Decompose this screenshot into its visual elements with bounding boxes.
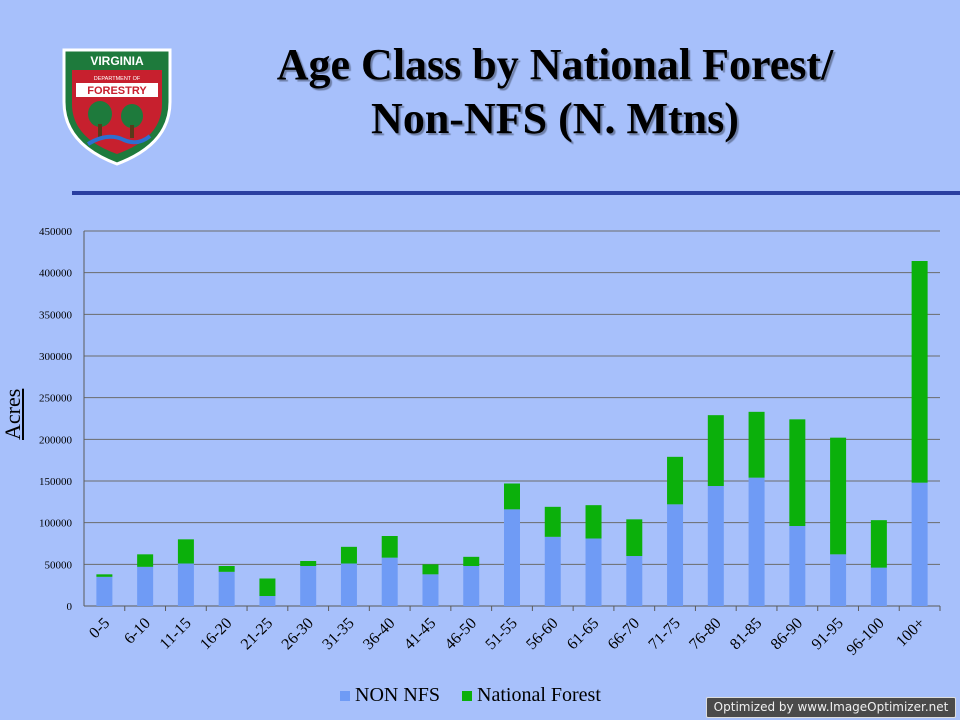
bar-national-forest — [177, 539, 194, 564]
title-divider — [72, 191, 960, 195]
y-tick-label: 100000 — [39, 518, 73, 530]
bar-non-nfs — [422, 574, 439, 606]
y-tick-label: 400000 — [39, 268, 73, 280]
y-tick-label: 250000 — [39, 393, 73, 405]
x-tick-label: 21-25 — [238, 615, 276, 653]
y-tick-label: 0 — [67, 601, 73, 613]
y-tick-label: 200000 — [39, 434, 73, 446]
bar-non-nfs — [748, 477, 765, 606]
bar-national-forest — [259, 578, 276, 596]
chart-legend: NON NFS National Forest — [340, 684, 623, 707]
bar-national-forest — [504, 483, 520, 510]
bar-national-forest — [707, 415, 724, 486]
y-tick-label: 50000 — [45, 559, 73, 571]
bar-national-forest — [870, 520, 887, 568]
bar-national-forest — [911, 261, 928, 483]
y-tick-label: 300000 — [39, 351, 73, 363]
bar-national-forest — [218, 566, 235, 572]
bar-non-nfs — [340, 563, 357, 606]
bar-non-nfs — [626, 556, 643, 606]
bar-non-nfs — [585, 538, 602, 606]
bar-non-nfs — [137, 566, 154, 606]
x-tick-label: 91-95 — [809, 615, 847, 653]
x-tick-label: 11-15 — [157, 615, 195, 653]
legend-swatch — [340, 690, 350, 701]
bar-national-forest — [381, 536, 398, 558]
logo-top-text: VIRGINIA — [90, 54, 144, 68]
x-tick-label: 61-65 — [564, 615, 602, 653]
bar-national-forest — [748, 411, 765, 478]
optimizer-watermark: Optimized by www.ImageOptimizer.net — [706, 697, 956, 718]
bar-national-forest — [544, 506, 561, 537]
title-line-2: Non-NFS (N. Mtns) — [371, 94, 739, 143]
bar-national-forest — [340, 546, 357, 564]
bar-national-forest — [789, 419, 806, 526]
bar-non-nfs — [504, 509, 520, 606]
bar-non-nfs — [667, 504, 684, 606]
x-tick-label: 96-100 — [844, 615, 888, 659]
x-tick-label: 0-5 — [86, 615, 113, 642]
x-tick-label: 6-10 — [121, 615, 154, 648]
bar-national-forest — [422, 564, 439, 575]
slide-title: Age Class by National Forest/ Non-NFS (N… — [180, 38, 930, 146]
bar-national-forest — [300, 561, 317, 566]
bar-non-nfs — [300, 566, 317, 606]
bar-non-nfs — [707, 486, 724, 606]
bar-national-forest — [96, 574, 113, 577]
legend-item-national-forest: National Forest — [462, 684, 601, 707]
x-tick-label: 31-35 — [319, 615, 357, 653]
virginia-forestry-logo: VIRGINIA DEPARTMENT OF FORESTRY — [62, 48, 172, 166]
legend-item-non-nfs: NON NFS — [340, 684, 440, 707]
y-tick-label: 350000 — [39, 309, 73, 321]
bar-non-nfs — [177, 563, 194, 606]
bar-non-nfs — [544, 536, 561, 606]
y-tick-label: 450000 — [39, 226, 73, 238]
bar-national-forest — [463, 556, 480, 566]
x-tick-label: 71-75 — [645, 615, 683, 653]
logo-middle-text: DEPARTMENT OF — [94, 76, 141, 82]
bar-national-forest — [626, 519, 643, 556]
bar-national-forest — [585, 505, 602, 539]
x-tick-label: 86-90 — [768, 615, 806, 653]
logo-bottom-text: FORESTRY — [87, 85, 147, 97]
title-line-1: Age Class by National Forest/ — [276, 40, 834, 89]
bar-national-forest — [667, 456, 684, 505]
x-tick-label: 51-55 — [482, 615, 520, 653]
bar-non-nfs — [218, 571, 235, 606]
bar-non-nfs — [381, 557, 398, 606]
x-tick-label: 41-45 — [401, 615, 439, 653]
x-tick-label: 16-20 — [197, 615, 235, 653]
bar-non-nfs — [911, 482, 928, 606]
legend-label: NON NFS — [355, 684, 441, 706]
bar-national-forest — [137, 554, 154, 567]
x-tick-label: 81-85 — [727, 615, 765, 653]
x-tick-label: 66-70 — [605, 615, 643, 653]
bar-non-nfs — [259, 596, 276, 606]
legend-swatch — [462, 690, 473, 701]
bar-non-nfs — [789, 526, 806, 606]
bar-non-nfs — [830, 554, 847, 606]
x-tick-label: 26-30 — [279, 615, 317, 653]
bar-non-nfs — [870, 567, 887, 606]
x-tick-label: 46-50 — [442, 615, 480, 653]
x-tick-label: 36-40 — [360, 615, 398, 653]
bar-non-nfs — [96, 576, 113, 606]
legend-label: National Forest — [477, 684, 601, 706]
y-tick-label: 150000 — [39, 476, 73, 488]
bar-national-forest — [830, 437, 847, 555]
x-tick-label: 100+ — [893, 615, 928, 650]
bar-non-nfs — [463, 566, 480, 606]
x-tick-label: 76-80 — [686, 615, 724, 653]
x-tick-label: 56-60 — [523, 615, 561, 653]
